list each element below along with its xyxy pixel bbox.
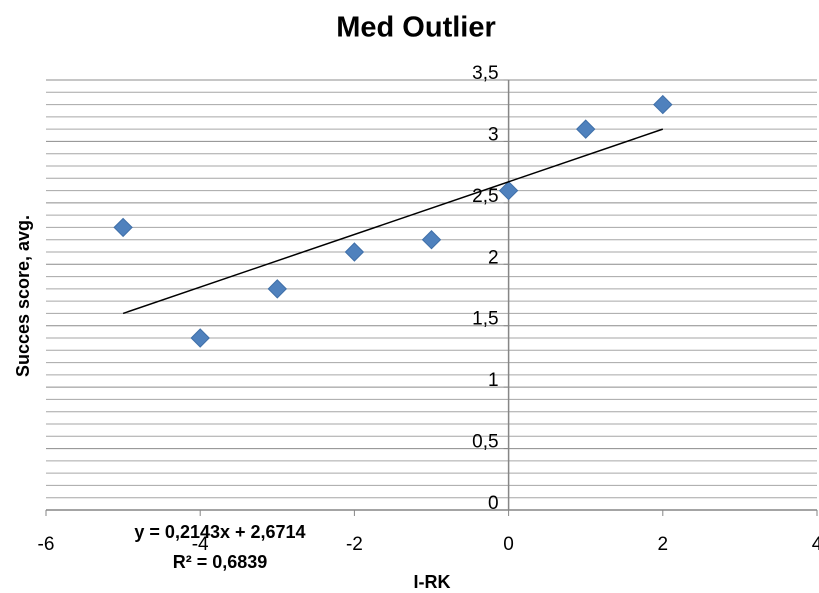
y-tick-label: 3 xyxy=(488,124,499,145)
point xyxy=(344,242,365,262)
y-tick-label: 1 xyxy=(488,370,499,391)
trendline-equation: y = 0,2143x + 2,6714 xyxy=(134,522,305,542)
y-tick-label: 0,5 xyxy=(472,432,498,453)
x-tick-label: -6 xyxy=(38,534,55,555)
y-tick-label: 2 xyxy=(488,247,499,268)
y-tick-label: 2,5 xyxy=(472,186,498,207)
y-tick-label: 1,5 xyxy=(472,309,498,330)
x-tick-label: -2 xyxy=(346,534,363,555)
x-tick-label: 2 xyxy=(658,534,669,555)
x-tick-label: 0 xyxy=(503,534,514,555)
point xyxy=(498,180,519,201)
y-axis-label: Succes score, avg. xyxy=(13,215,33,377)
point xyxy=(421,230,442,250)
x-axis-label: I-RK xyxy=(414,572,451,592)
point xyxy=(653,94,673,115)
point xyxy=(267,279,288,299)
chart-title: Med Outlier xyxy=(336,12,496,44)
trendline xyxy=(122,128,664,315)
y-tick-label: 3,5 xyxy=(472,63,498,84)
r-squared: R² = 0,6839 xyxy=(173,552,268,572)
y-tick-label: 0 xyxy=(488,493,499,514)
point xyxy=(190,328,210,348)
x-tick-label: 4 xyxy=(812,534,819,555)
point xyxy=(575,119,596,139)
x-tick-label: -4 xyxy=(192,534,209,555)
point xyxy=(113,217,133,238)
